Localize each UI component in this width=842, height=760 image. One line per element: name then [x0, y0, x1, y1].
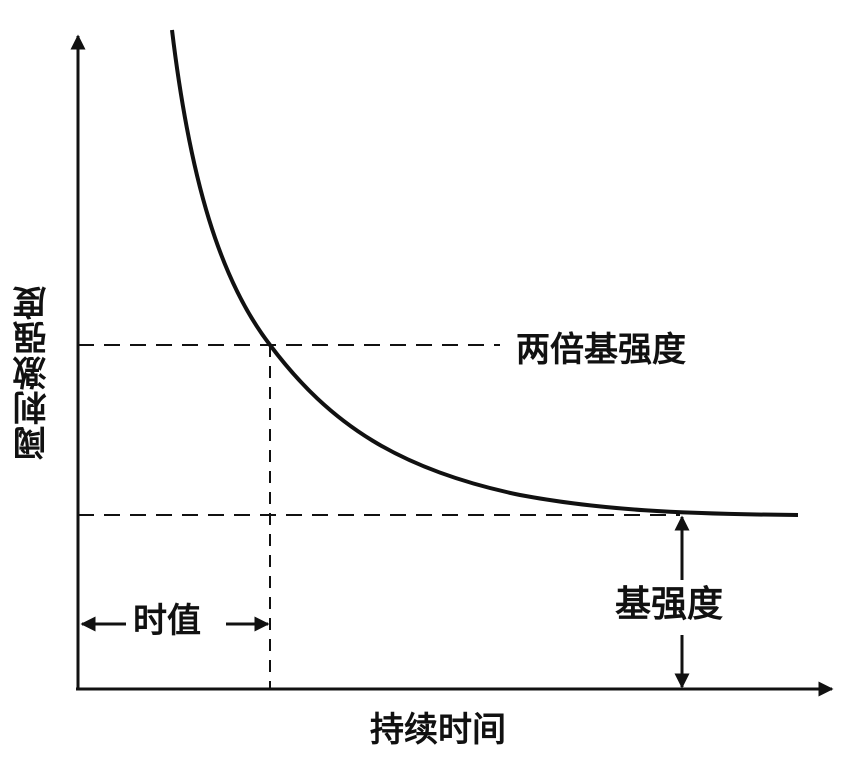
y-axis-label: 阈刺激强度 [13, 285, 53, 460]
x-axis-label: 持续时间 [370, 710, 506, 750]
strength-duration-curve [170, 29, 799, 517]
double-rheobase-label: 两倍基强度 [516, 330, 686, 370]
chronaxie-label: 时值 [133, 601, 201, 641]
rheobase-label: 基强度 [615, 584, 724, 625]
